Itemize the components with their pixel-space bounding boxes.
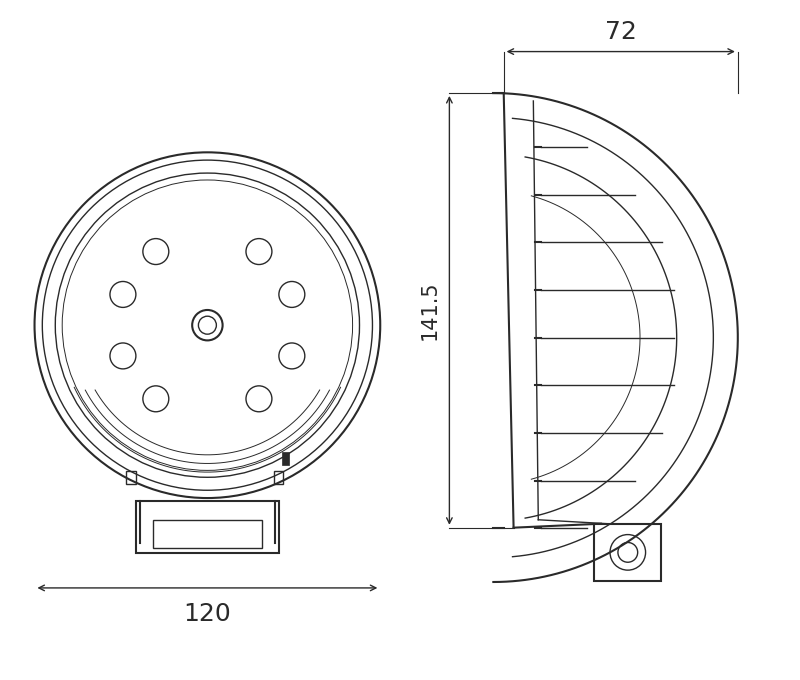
Bar xyxy=(126,471,136,483)
Bar xyxy=(594,524,662,581)
Bar xyxy=(282,452,289,465)
Text: 72: 72 xyxy=(605,20,637,44)
Bar xyxy=(136,501,279,554)
Bar xyxy=(153,520,262,548)
Bar xyxy=(274,471,283,483)
Text: 120: 120 xyxy=(183,602,231,626)
Text: 141.5: 141.5 xyxy=(419,281,439,340)
